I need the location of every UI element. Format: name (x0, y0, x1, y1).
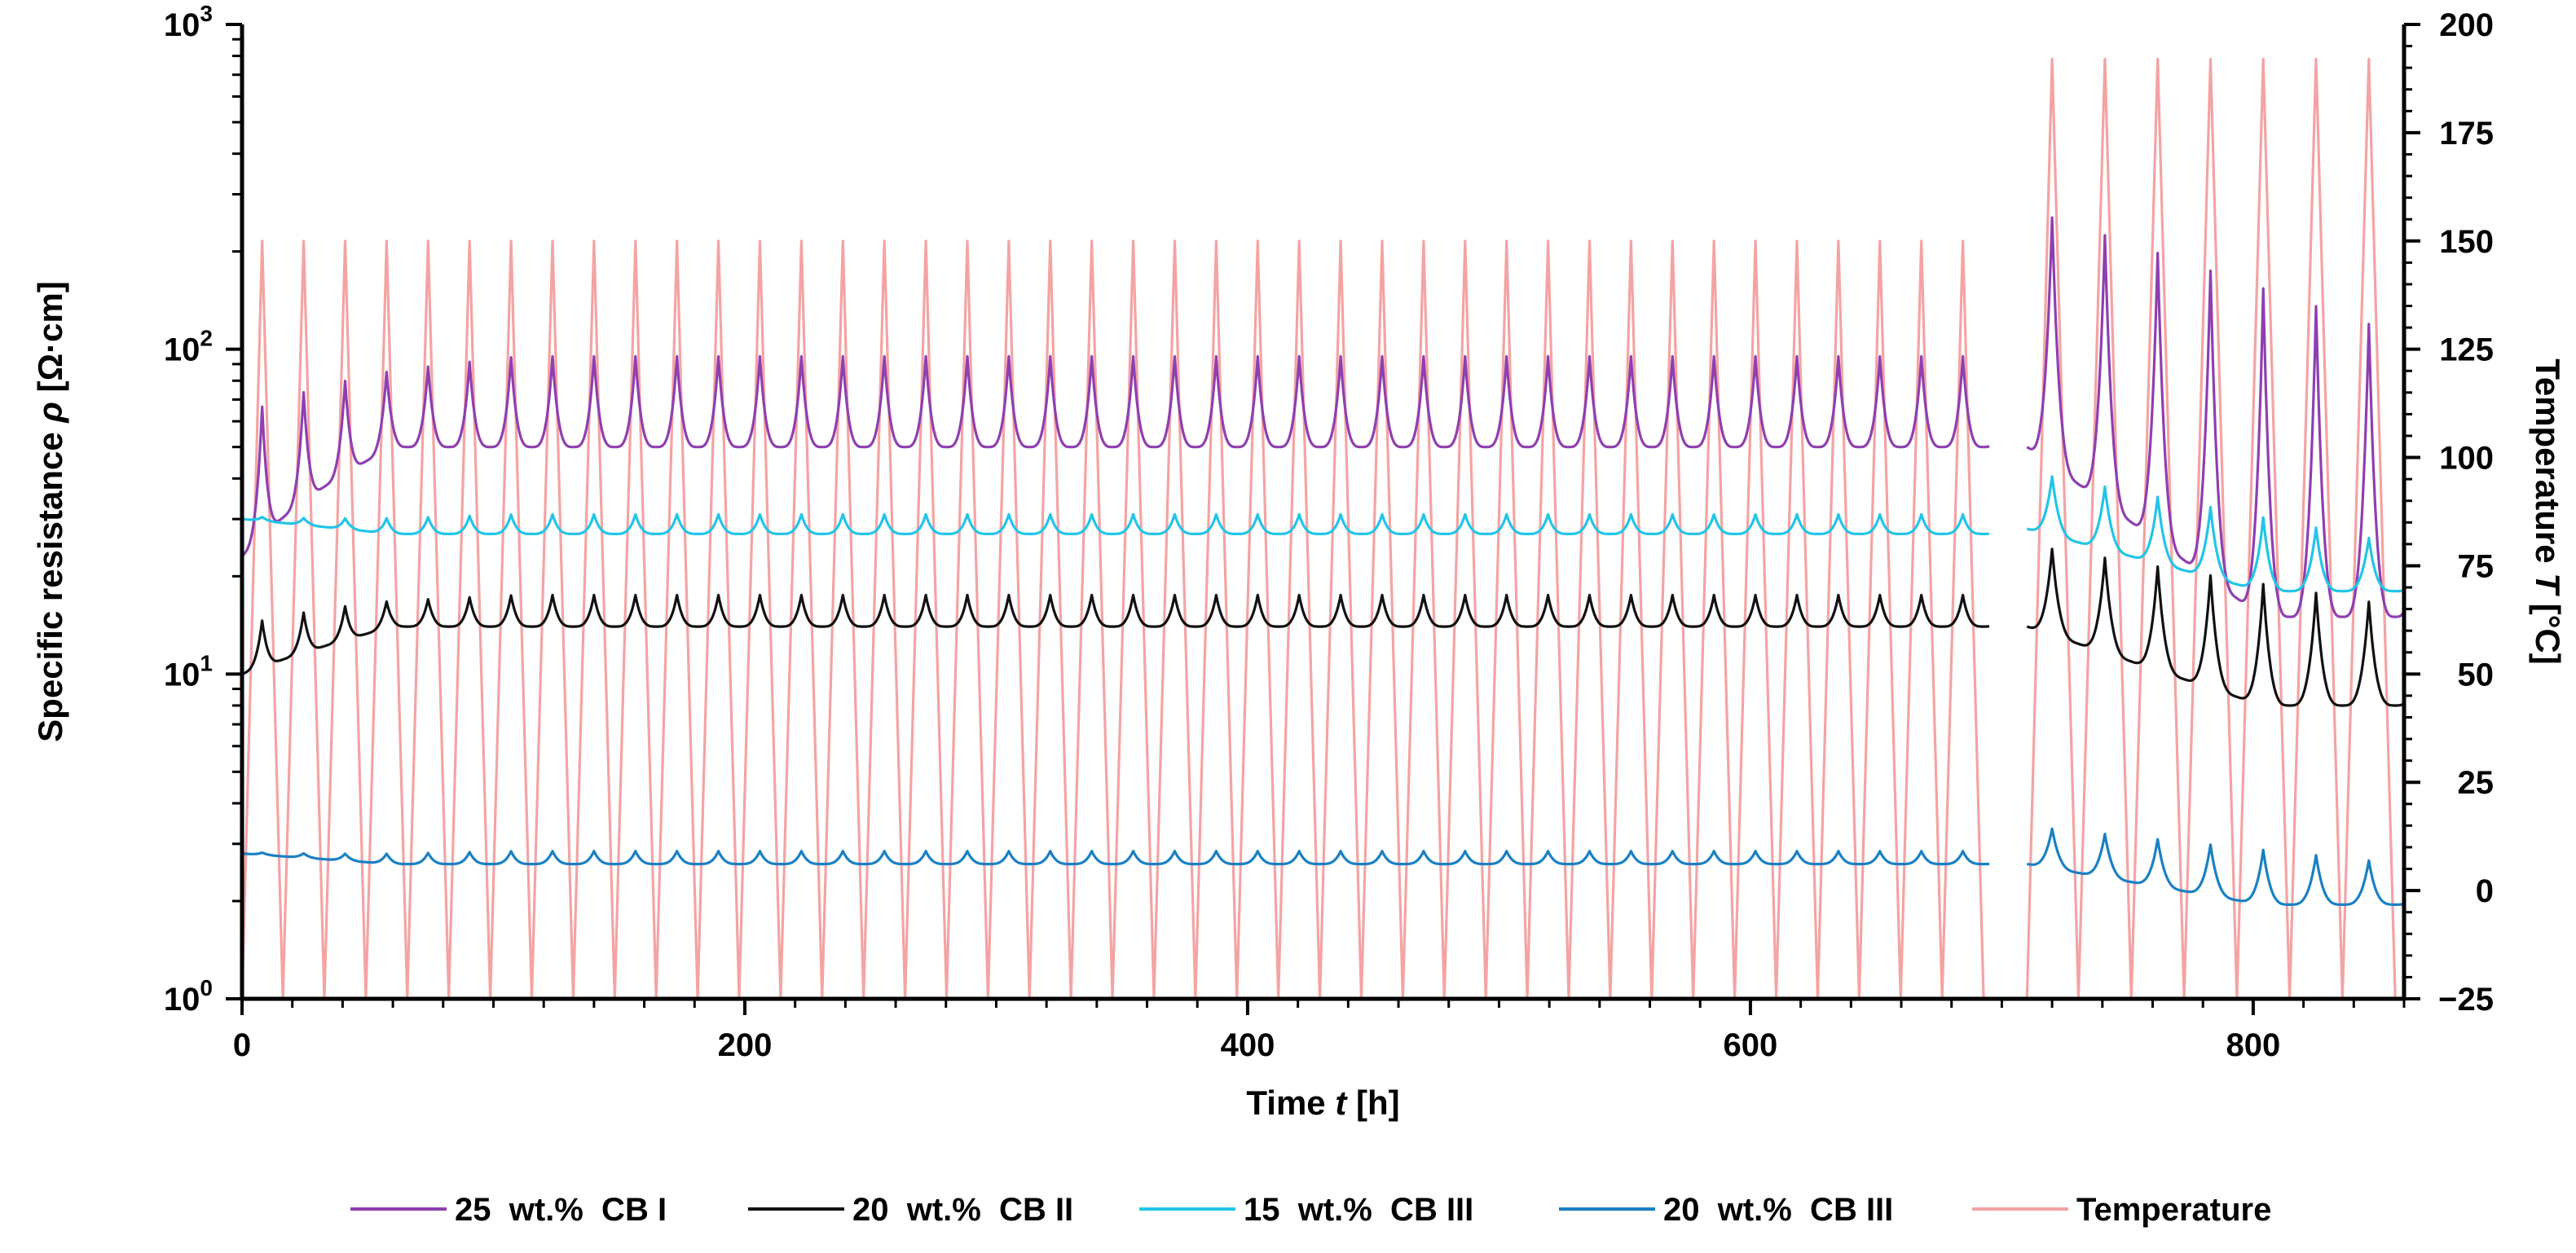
y-right-tick-label: 0 (2476, 873, 2494, 909)
y-right-tick-label: 125 (2439, 332, 2494, 368)
legend-label: 20 wt.% CB III (1663, 1192, 1893, 1228)
series-line-2-segment-1 (242, 593, 1990, 675)
y-left-axis-title: Specific resistance ρ [Ω·cm] (31, 281, 69, 742)
y-right-tick-label: 50 (2458, 657, 2495, 692)
x-tick-label: 0 (233, 1027, 251, 1063)
y-left-tick-label: 101 (164, 650, 213, 692)
series-line-1-segment-1 (242, 354, 1990, 558)
labels-layer: 100 101 102 103 −25 0 25 50 75 100 125 150 175 200 0 20… (31, 1, 2567, 1122)
y-right-tick-label: 25 (2458, 765, 2495, 801)
axes-layer (226, 23, 2420, 1015)
temperature-line-segment-1 (242, 240, 1989, 999)
y-right-tick-label: 175 (2439, 116, 2494, 152)
temperature-line-segment-2 (2025, 57, 2404, 999)
x-tick-label: 800 (2226, 1027, 2281, 1063)
legend-label: 25 wt.% CB I (455, 1192, 667, 1228)
series-layer (242, 57, 2404, 999)
y-left-tick-label: 100 (164, 975, 213, 1018)
y-right-tick-label: 150 (2439, 224, 2494, 260)
x-tick-label: 200 (718, 1027, 773, 1063)
y-left-tick-label: 103 (164, 1, 213, 43)
legend-label: Temperature (2076, 1192, 2271, 1228)
y-right-axis-title: Temperature T [°C] (2529, 358, 2567, 664)
series-line-3-segment-2 (2026, 475, 2404, 593)
y-right-tick-label: −25 (2438, 982, 2494, 1018)
legend: 25 wt.% CB I 20 wt.% CB II 15 wt.% CB III 2… (350, 1192, 2271, 1228)
y-right-tick-label: 200 (2439, 7, 2494, 43)
series-line-4-segment-2 (2027, 827, 2404, 906)
x-axis-title: Time t [h] (1246, 1084, 1399, 1122)
y-right-tick-label: 75 (2458, 548, 2495, 584)
x-tick-label: 600 (1724, 1027, 1778, 1063)
legend-label: 15 wt.% CB III (1244, 1192, 1473, 1228)
y-right-tick-label: 100 (2439, 441, 2494, 477)
series-line-2-segment-2 (2026, 547, 2404, 707)
series-line-1-segment-2 (2026, 216, 2404, 618)
y-left-tick-label: 102 (164, 326, 213, 368)
x-tick-label: 400 (1221, 1027, 1275, 1063)
series-line-3-segment-1 (242, 512, 1990, 535)
legend-label: 20 wt.% CB II (852, 1192, 1073, 1228)
series-line-4-segment-1 (242, 850, 1990, 866)
